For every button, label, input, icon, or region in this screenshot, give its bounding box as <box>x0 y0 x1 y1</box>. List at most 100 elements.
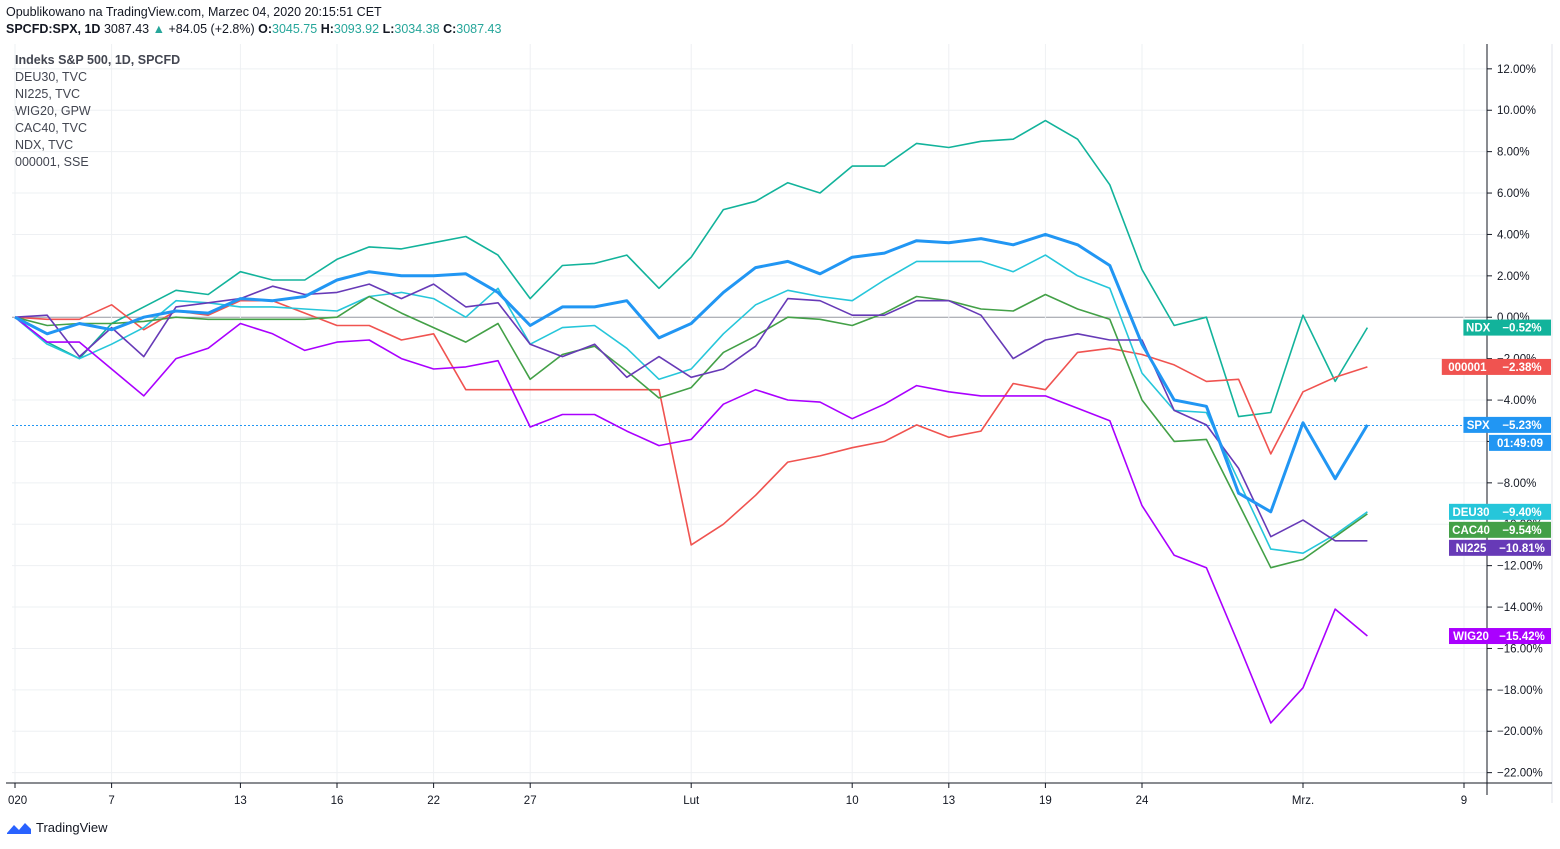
legend-item-ndx[interactable]: NDX, TVC <box>15 138 74 152</box>
series-tags: NDX −0.52% 000001 −2.38% SPX −5.23% 01:49:09 DE… <box>1441 319 1551 645</box>
price-change: +84.05 (+2.8%) <box>168 22 255 36</box>
footer-brand[interactable]: TradingView <box>6 820 108 835</box>
tag-name-box <box>1463 319 1493 336</box>
tag-value-box <box>1493 628 1551 645</box>
ohlc-line: SPCFD:SPX, 1D 3087.43 ▲ +84.05 (+2.8%) O… <box>6 21 501 38</box>
y-tick-label: 6.00% <box>1497 188 1530 200</box>
x-tick-label: 020 <box>8 795 27 807</box>
x-tick-label: 27 <box>524 795 537 807</box>
series-line-wig20 <box>14 316 1368 724</box>
series-tag-000001: 000001 −2.38% <box>1441 358 1551 375</box>
tag-value: −2.38% <box>1502 362 1541 374</box>
price-axis[interactable]: 12.00%10.00%8.00%6.00%4.00%2.00%0.00%−2.… <box>1486 44 1553 803</box>
tag-name: NDX <box>1466 323 1491 335</box>
legend-item-wig20[interactable]: WIG20, GPW <box>15 104 91 118</box>
series-line-cac40 <box>14 293 1368 569</box>
tag-name: WIG20 <box>1453 631 1489 643</box>
tag-value: −10.81% <box>1499 543 1545 555</box>
tag-value-box <box>1493 521 1551 538</box>
tag-name: SPX <box>1467 420 1490 432</box>
series-line-ndx <box>14 119 1369 418</box>
tag-value: −9.54% <box>1502 525 1541 537</box>
series-tag-wig20: WIG20 −15.42% <box>1449 628 1551 645</box>
y-tick-label: −16.00% <box>1497 643 1543 655</box>
y-tick-label: −20.00% <box>1497 726 1543 738</box>
x-tick-label: 16 <box>331 795 344 807</box>
crosshair-time: 01:49:09 <box>1497 438 1543 450</box>
tag-value: −5.23% <box>1502 420 1541 432</box>
x-tick-label: 13 <box>942 795 955 807</box>
open-value: 3045.75 <box>272 22 318 36</box>
y-tick-label: 12.00% <box>1497 64 1536 76</box>
tag-value: −15.42% <box>1499 631 1545 643</box>
tag-value: −0.52% <box>1502 323 1541 335</box>
time-axis[interactable]: 020 7 13 16 22 27 Lut 10 13 19 24 Mrz. 9 <box>6 782 1552 807</box>
x-tick-label: Lut <box>683 795 700 807</box>
close-label: C: <box>443 22 457 36</box>
tag-value-box <box>1493 358 1551 375</box>
tag-name-box <box>1449 539 1493 556</box>
tag-value-box <box>1493 416 1551 433</box>
series-tag-spx: SPX −5.23% 01:49:09 <box>1463 416 1551 451</box>
tag-value: −9.40% <box>1502 507 1541 519</box>
series-legend: Indeks S&P 500, 1D, SPCFD DEU30, TVC NI2… <box>15 52 180 171</box>
series-tag-deu30: DEU30 −9.40% <box>1449 503 1551 520</box>
legend-item-cac40[interactable]: CAC40, TVC <box>15 121 88 135</box>
x-tick-label: 9 <box>1461 795 1467 807</box>
tag-name: DEU30 <box>1452 507 1489 519</box>
y-tick-label: −14.00% <box>1497 602 1543 614</box>
tradingview-logo-icon <box>7 822 31 834</box>
x-tick-label: Mrz. <box>1292 795 1314 807</box>
x-tick-label: 19 <box>1039 795 1052 807</box>
tag-name: CAC40 <box>1452 525 1490 537</box>
y-tick-label: 4.00% <box>1497 229 1530 241</box>
crosshair-time-box <box>1489 434 1551 451</box>
x-tick-label: 13 <box>234 795 247 807</box>
chart-series <box>14 119 1369 724</box>
series-line-deu30 <box>14 254 1368 555</box>
up-arrow-icon: ▲ <box>152 22 165 36</box>
published-line: Opublikowano na TradingView.com, Marzec … <box>6 5 382 19</box>
brand-name: TradingView <box>36 820 108 835</box>
series-tag-ndx: NDX −0.52% <box>1463 319 1551 336</box>
y-tick-label: −22.00% <box>1497 768 1543 780</box>
high-value: 3093.92 <box>333 22 380 36</box>
tag-value-box <box>1493 319 1551 336</box>
series-line-000001 <box>14 299 1368 546</box>
tag-name-box <box>1449 503 1493 520</box>
legend-item-deu30[interactable]: DEU30, TVC <box>15 70 88 84</box>
tag-name-box <box>1441 358 1493 375</box>
close-value: 3087.43 <box>456 22 502 36</box>
x-tick-label: 7 <box>108 795 114 807</box>
series-tag-cac40: CAC40 −9.54% <box>1449 521 1551 538</box>
tag-name-box <box>1449 628 1493 645</box>
x-tick-label: 22 <box>427 795 440 807</box>
x-tick-label: 24 <box>1136 795 1149 807</box>
y-tick-label: 2.00% <box>1497 271 1530 283</box>
high-label: H: <box>320 22 334 36</box>
low-label: L: <box>382 22 395 36</box>
low-value: 3034.38 <box>394 22 440 36</box>
legend-item-000001[interactable]: 000001, SSE <box>15 155 89 169</box>
legend-item-ni225[interactable]: NI225, TVC <box>15 87 81 101</box>
tag-name: NI225 <box>1456 543 1487 555</box>
x-tick-label: 10 <box>846 795 859 807</box>
tag-name-box <box>1463 416 1493 433</box>
y-tick-label: 8.00% <box>1497 147 1530 159</box>
chart-header: Opublikowano na TradingView.com, Marzec … <box>6 4 501 38</box>
series-tag-ni225: NI225 −10.81% <box>1449 539 1551 556</box>
y-tick-label: −18.00% <box>1497 685 1543 697</box>
open-label: O: <box>258 22 273 36</box>
tag-name: 000001 <box>1448 362 1487 374</box>
legend-item-spx[interactable]: Indeks S&P 500, 1D, SPCFD <box>15 53 181 67</box>
tag-value-box <box>1493 503 1551 520</box>
symbol-label: SPCFD:SPX, 1D <box>6 22 101 36</box>
last-price: 3087.43 <box>103 22 150 36</box>
tag-name-box <box>1449 521 1493 538</box>
chart-grid <box>12 44 1487 783</box>
tag-value-box <box>1493 539 1551 556</box>
y-tick-label: 10.00% <box>1497 105 1536 117</box>
y-tick-label: −4.00% <box>1497 395 1536 407</box>
series-line-spx <box>14 232 1369 514</box>
